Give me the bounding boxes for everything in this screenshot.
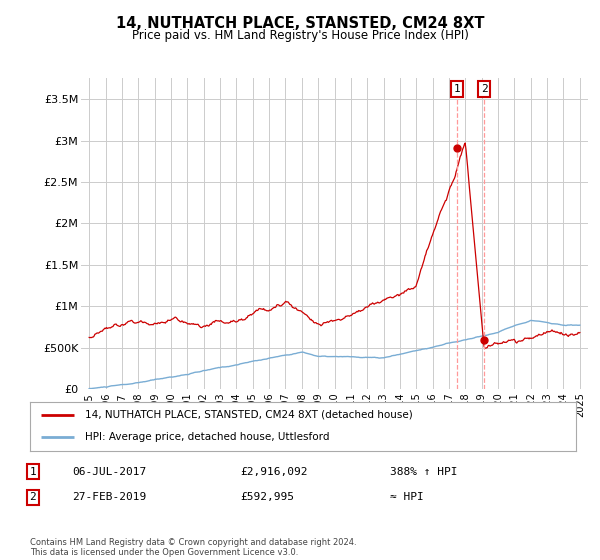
Text: HPI: Average price, detached house, Uttlesford: HPI: Average price, detached house, Uttl…: [85, 432, 329, 442]
Text: £592,995: £592,995: [240, 492, 294, 502]
Text: 06-JUL-2017: 06-JUL-2017: [72, 466, 146, 477]
Text: Contains HM Land Registry data © Crown copyright and database right 2024.
This d: Contains HM Land Registry data © Crown c…: [30, 538, 356, 557]
Text: 1: 1: [454, 84, 461, 94]
Text: 388% ↑ HPI: 388% ↑ HPI: [390, 466, 458, 477]
Text: Price paid vs. HM Land Registry's House Price Index (HPI): Price paid vs. HM Land Registry's House …: [131, 29, 469, 42]
Text: 1: 1: [29, 466, 37, 477]
Text: 27-FEB-2019: 27-FEB-2019: [72, 492, 146, 502]
Text: £2,916,092: £2,916,092: [240, 466, 308, 477]
Text: 14, NUTHATCH PLACE, STANSTED, CM24 8XT: 14, NUTHATCH PLACE, STANSTED, CM24 8XT: [116, 16, 484, 31]
Text: ≈ HPI: ≈ HPI: [390, 492, 424, 502]
Text: 2: 2: [481, 84, 488, 94]
Text: 2: 2: [29, 492, 37, 502]
Text: 14, NUTHATCH PLACE, STANSTED, CM24 8XT (detached house): 14, NUTHATCH PLACE, STANSTED, CM24 8XT (…: [85, 410, 412, 420]
